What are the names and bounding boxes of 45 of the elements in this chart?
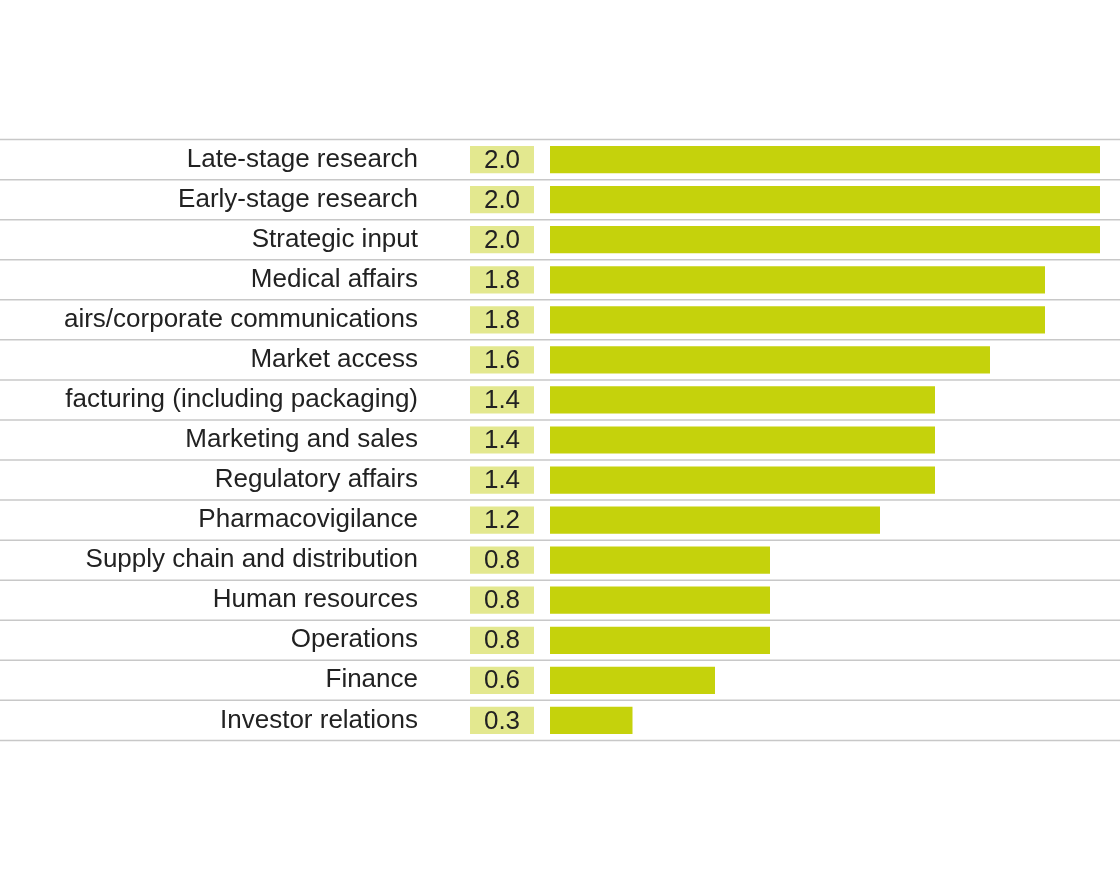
data-label: 2.0	[483, 223, 521, 254]
y-tick-label: Human resources	[212, 583, 418, 614]
y-tick-label: Finance	[325, 663, 418, 694]
bar	[550, 586, 770, 614]
bar	[550, 306, 1045, 334]
y-tick-label: facturing (including packaging)	[65, 383, 418, 414]
bar	[550, 386, 935, 414]
y-tick-label: Late-stage research	[186, 142, 418, 173]
bar	[550, 706, 633, 734]
bar	[550, 626, 770, 654]
data-label: 1.4	[483, 424, 521, 455]
bar	[550, 186, 1100, 214]
data-label: 0.8	[483, 584, 521, 615]
bar	[550, 546, 770, 574]
y-tick-label: Investor relations	[220, 703, 418, 734]
data-label: 0.6	[483, 664, 521, 695]
data-label: 0.8	[483, 544, 521, 575]
bar	[550, 146, 1100, 174]
data-label: 0.8	[483, 624, 521, 655]
data-label: 0.3	[483, 704, 521, 735]
y-tick-label: airs/corporate communications	[63, 303, 418, 334]
data-label: 1.6	[483, 344, 521, 375]
y-tick-label: Medical affairs	[250, 262, 418, 293]
bar	[550, 466, 935, 494]
y-tick-label: Market access	[250, 343, 418, 374]
y-tick-label: Early-stage research	[178, 182, 418, 213]
data-label: 1.4	[483, 464, 521, 495]
y-tick-label: Strategic input	[251, 222, 419, 253]
data-label: 1.8	[483, 304, 521, 335]
bar	[550, 426, 935, 454]
y-tick-label: Operations	[290, 623, 418, 654]
data-label: 1.4	[483, 384, 521, 415]
bar	[550, 226, 1100, 254]
bar	[550, 266, 1045, 294]
data-label: 1.2	[483, 504, 521, 535]
y-tick-label: Regulatory affairs	[214, 463, 418, 494]
data-label: 1.8	[483, 263, 521, 294]
y-tick-label: Supply chain and distribution	[85, 543, 418, 574]
data-label: 2.0	[483, 143, 521, 174]
y-tick-label: Pharmacovigilance	[198, 503, 418, 534]
bar	[550, 666, 715, 694]
data-label: 2.0	[483, 183, 521, 214]
bar	[550, 506, 880, 534]
bar	[550, 346, 990, 374]
y-tick-label: Marketing and sales	[185, 423, 418, 454]
